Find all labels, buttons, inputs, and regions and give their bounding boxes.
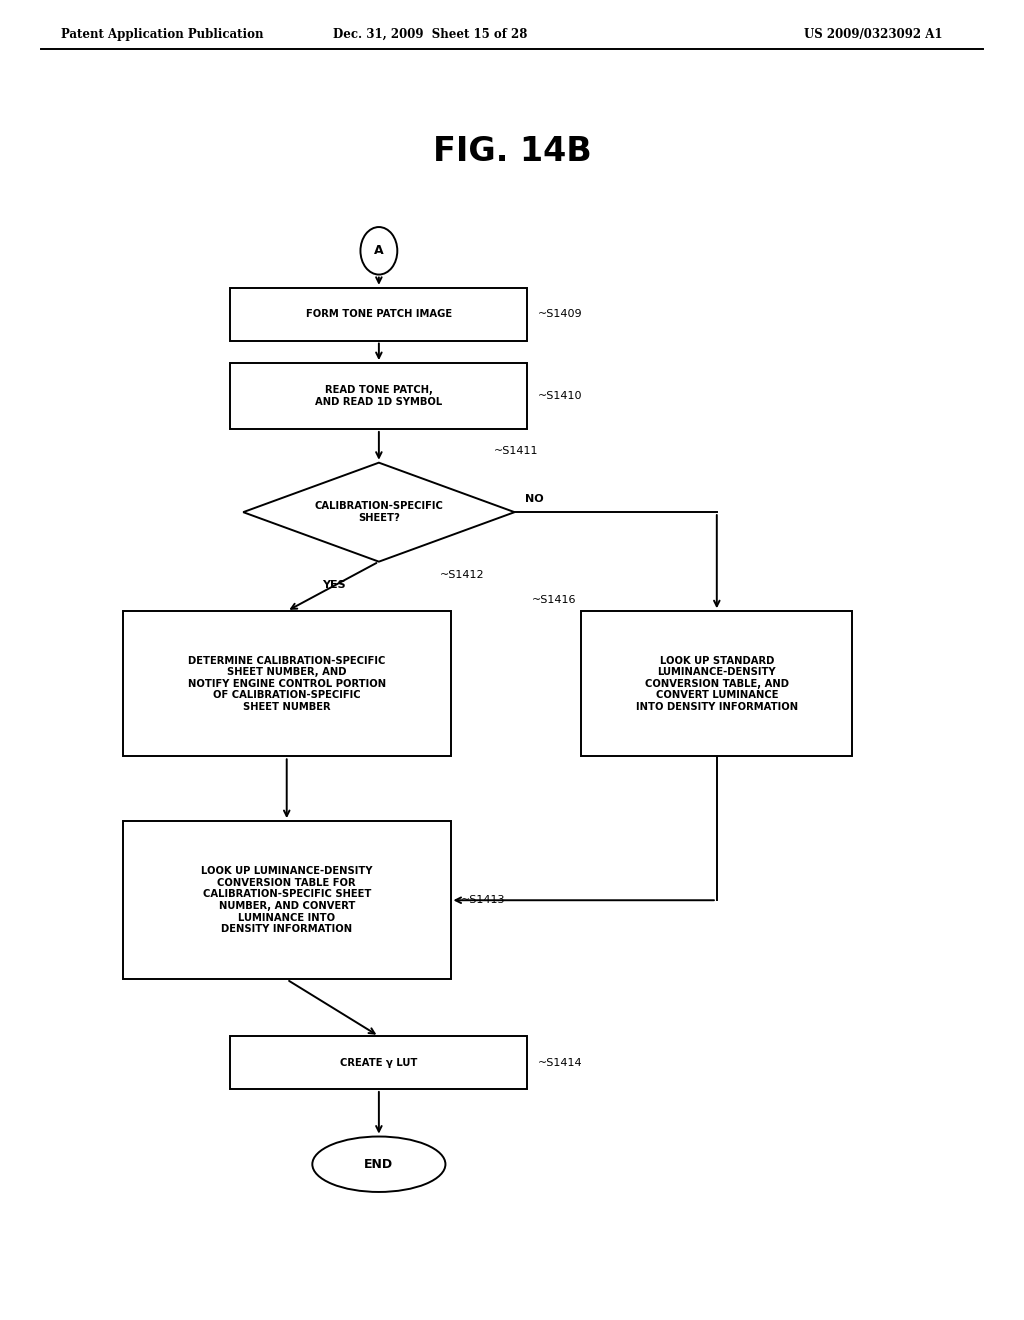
FancyBboxPatch shape xyxy=(230,1036,527,1089)
Circle shape xyxy=(360,227,397,275)
FancyBboxPatch shape xyxy=(123,821,451,979)
Text: CALIBRATION-SPECIFIC
SHEET?: CALIBRATION-SPECIFIC SHEET? xyxy=(314,502,443,523)
Text: A: A xyxy=(374,244,384,257)
Text: ~S1412: ~S1412 xyxy=(440,570,485,579)
Text: Dec. 31, 2009  Sheet 15 of 28: Dec. 31, 2009 Sheet 15 of 28 xyxy=(333,28,527,41)
Text: FIG. 14B: FIG. 14B xyxy=(432,135,592,168)
Text: Patent Application Publication: Patent Application Publication xyxy=(61,28,264,41)
Text: LOOK UP STANDARD
LUMINANCE-DENSITY
CONVERSION TABLE, AND
CONVERT LUMINANCE
INTO : LOOK UP STANDARD LUMINANCE-DENSITY CONVE… xyxy=(636,656,798,711)
Text: CREATE γ LUT: CREATE γ LUT xyxy=(340,1057,418,1068)
Text: FORM TONE PATCH IMAGE: FORM TONE PATCH IMAGE xyxy=(306,309,452,319)
Text: DETERMINE CALIBRATION-SPECIFIC
SHEET NUMBER, AND
NOTIFY ENGINE CONTROL PORTION
O: DETERMINE CALIBRATION-SPECIFIC SHEET NUM… xyxy=(187,656,386,711)
Text: YES: YES xyxy=(323,581,346,590)
Text: READ TONE PATCH,
AND READ 1D SYMBOL: READ TONE PATCH, AND READ 1D SYMBOL xyxy=(315,385,442,407)
Text: LOOK UP LUMINANCE-DENSITY
CONVERSION TABLE FOR
CALIBRATION-SPECIFIC SHEET
NUMBER: LOOK UP LUMINANCE-DENSITY CONVERSION TAB… xyxy=(201,866,373,935)
FancyBboxPatch shape xyxy=(123,611,451,756)
FancyBboxPatch shape xyxy=(230,288,527,341)
FancyBboxPatch shape xyxy=(581,611,852,756)
Text: ~S1410: ~S1410 xyxy=(538,391,582,401)
Polygon shape xyxy=(244,463,514,562)
Text: ~S1411: ~S1411 xyxy=(494,446,539,457)
Text: ~S1414: ~S1414 xyxy=(538,1057,583,1068)
Text: ~S1413: ~S1413 xyxy=(461,895,505,906)
Text: ~S1416: ~S1416 xyxy=(531,594,575,605)
FancyBboxPatch shape xyxy=(230,363,527,429)
Text: NO: NO xyxy=(524,494,544,504)
Text: US 2009/0323092 A1: US 2009/0323092 A1 xyxy=(804,28,942,41)
Ellipse shape xyxy=(312,1137,445,1192)
Text: ~S1409: ~S1409 xyxy=(538,309,583,319)
Text: END: END xyxy=(365,1158,393,1171)
